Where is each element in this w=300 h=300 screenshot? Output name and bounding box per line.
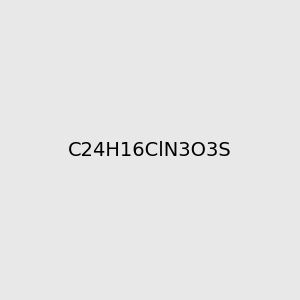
Text: C24H16ClN3O3S: C24H16ClN3O3S (68, 140, 232, 160)
